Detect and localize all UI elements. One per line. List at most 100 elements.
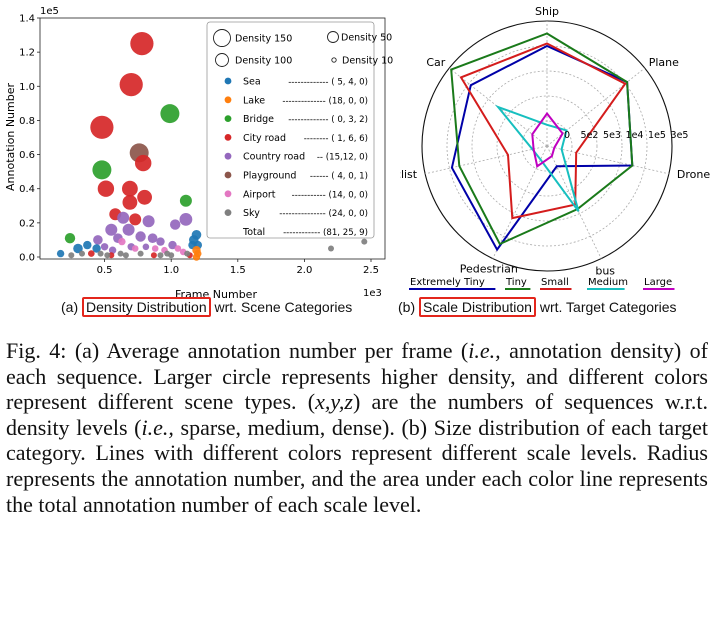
category-marker [224, 96, 232, 104]
data-point [122, 252, 129, 259]
radar-series-line [450, 32, 634, 246]
data-point [97, 180, 115, 197]
data-point [100, 243, 109, 251]
data-point [135, 231, 146, 242]
category-counts: ------------ (81, 25, 9) [283, 228, 368, 238]
data-point [64, 233, 76, 244]
data-point [129, 213, 142, 226]
category-name: Playground [243, 171, 296, 182]
subcaption-a-prefix: (a) [61, 299, 79, 315]
data-point [117, 250, 124, 257]
radar-ring [446, 45, 648, 247]
radar-axis-label: Car [426, 56, 445, 69]
data-point [142, 243, 150, 251]
category-name: Airport [243, 189, 276, 200]
category-marker [224, 134, 232, 141]
data-point [150, 252, 157, 259]
y-tick-label: 0.0 [19, 253, 35, 264]
caption-xyz: x,y,z [315, 389, 353, 415]
data-point [157, 252, 164, 259]
scale-radar-chart: Ship Plane Drone bus Pedestrian Cyclist Car 0 5e… [400, 5, 710, 290]
y-tick-label: 1.2 [19, 48, 35, 59]
y-tick-label: 0.6 [19, 150, 35, 161]
category-marker [224, 209, 232, 217]
subcaption-b-suffix: wrt. Target Categories [539, 299, 677, 315]
subcaption-b: (b) Scale Distribution wrt. Target Categ… [398, 297, 677, 317]
category-counts: --------------- (24, 0, 0) [279, 209, 368, 219]
size-legend-label: Density 150 [235, 34, 292, 45]
radar-radial-label: 5e3 [603, 130, 621, 141]
caption-part-3: ) are the numbers of sequences w.r.t. de… [6, 389, 709, 440]
figure-caption: Fig. 4: (a) Average annotation number pe… [6, 338, 708, 517]
data-point [90, 115, 114, 139]
data-point [131, 245, 139, 252]
data-point [174, 245, 182, 252]
data-point [147, 233, 158, 243]
radar-axis-label: Cyclist [400, 168, 418, 181]
category-marker [224, 190, 232, 198]
data-point [117, 211, 130, 224]
data-point [92, 160, 112, 180]
radar-axis-label: Pedestrian [460, 263, 518, 276]
category-counts: ----------- (14, 0, 0) [292, 190, 368, 200]
category-name: City road [243, 133, 286, 144]
radar-spoke [546, 145, 669, 175]
category-name: Total [242, 227, 265, 238]
data-point [56, 249, 65, 258]
data-point [83, 240, 92, 250]
density-scatter-chart: 1e5 1e3 Frame Number Annotation Number 0… [4, 6, 393, 300]
radar-spoke [492, 145, 548, 259]
data-point [119, 73, 143, 97]
radar-axis-label: Drone [677, 168, 710, 181]
x-axis-label: Frame Number [175, 288, 257, 300]
size-legend-marker [331, 57, 337, 63]
radar-series-line [531, 111, 564, 168]
radar-legend-label: Large [644, 277, 672, 288]
category-marker [224, 115, 232, 122]
y-tick-label: 1.4 [19, 14, 35, 25]
y-exponent-label: 1e5 [40, 6, 59, 17]
subcaption-b-prefix: (b) [398, 299, 416, 315]
data-point [156, 237, 165, 246]
category-name: Lake [243, 95, 265, 106]
data-point [88, 250, 95, 257]
radar-radial-label: 1e5 [648, 130, 666, 141]
category-counts: -------------- (18, 0, 0) [282, 96, 368, 106]
caption-part-1: Fig. 4: (a) Average annotation number pe… [6, 338, 469, 363]
radar-legend-label: Tiny [505, 277, 527, 288]
radar-axis-label: Plane [649, 56, 679, 69]
data-point [105, 223, 118, 236]
data-point [135, 154, 152, 172]
radar-radial-label: 5e2 [581, 130, 599, 141]
category-counts: ------------- ( 5, 4, 0) [288, 78, 368, 88]
data-point [170, 219, 181, 230]
size-legend-marker [215, 53, 229, 67]
data-point [179, 213, 193, 226]
radar-radial-label: 1e4 [626, 130, 644, 141]
data-point [328, 245, 334, 252]
y-tick-label: 0.2 [19, 218, 35, 229]
y-tick-label: 0.4 [19, 184, 35, 195]
category-name: Sky [243, 208, 260, 219]
subcaption-b-highlight: Scale Distribution [419, 297, 536, 317]
data-point [168, 240, 177, 250]
x-tick-label: 2.5 [363, 265, 379, 276]
category-name: Bridge [243, 114, 274, 125]
data-point [92, 244, 101, 253]
caption-part-4: sparse, medium, dense). (b) Size distrib… [6, 414, 708, 517]
category-counts: -------- ( 1, 6, 6) [304, 134, 368, 144]
subcaption-a-suffix: wrt. Scene Categories [214, 299, 353, 315]
data-point [137, 250, 144, 257]
caption-ie-2: i.e., [141, 414, 174, 440]
subcaption-a-highlight: Density Distribution [82, 297, 211, 317]
radar-spoke [546, 145, 602, 259]
radar-series-line [459, 42, 627, 220]
category-name: Country road [243, 152, 305, 163]
x-tick-label: 2.0 [296, 265, 312, 276]
category-counts: ------ ( 4, 0, 1) [310, 172, 368, 182]
category-counts: -- (15,12, 0) [317, 153, 368, 163]
data-point [97, 250, 104, 257]
data-point [142, 215, 155, 228]
data-point [168, 252, 175, 259]
category-counts: ------------- ( 0, 3, 2) [288, 115, 368, 125]
